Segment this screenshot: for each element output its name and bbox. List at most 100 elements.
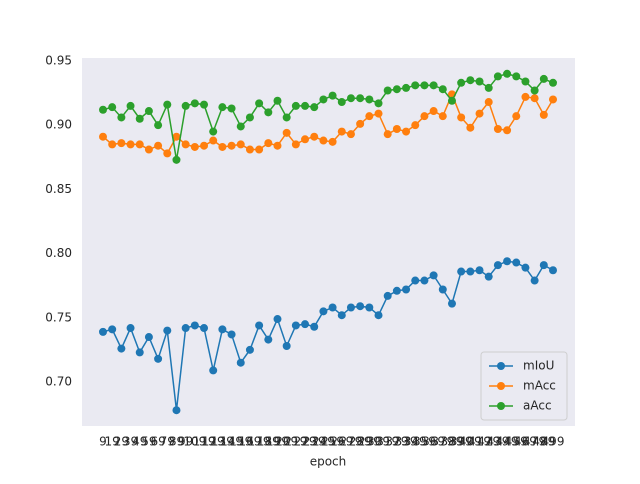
point xyxy=(135,348,144,357)
legend-marker xyxy=(497,382,505,390)
point xyxy=(282,128,291,137)
point xyxy=(282,113,291,122)
point xyxy=(521,263,530,272)
point xyxy=(392,85,401,94)
x-tick-label: 469 xyxy=(514,435,537,449)
x-tick-label: 189 xyxy=(257,435,280,449)
point xyxy=(190,321,199,330)
point xyxy=(200,141,209,150)
point xyxy=(264,108,273,117)
point xyxy=(328,91,337,100)
x-tick-label: 49 xyxy=(132,435,147,449)
x-tick-label: 199 xyxy=(266,435,289,449)
point xyxy=(493,72,502,81)
point xyxy=(365,303,374,312)
point xyxy=(227,330,236,339)
point xyxy=(356,94,365,103)
point xyxy=(346,130,355,139)
point xyxy=(319,136,328,145)
point xyxy=(521,92,530,101)
point xyxy=(346,303,355,312)
x-tick-label: 439 xyxy=(486,435,509,449)
point xyxy=(337,98,346,107)
point xyxy=(356,119,365,128)
x-tick-label: 479 xyxy=(523,435,546,449)
x-tick-label: 229 xyxy=(294,435,317,449)
point xyxy=(484,83,493,92)
point xyxy=(402,127,411,136)
x-tick-label: 39 xyxy=(123,435,138,449)
point xyxy=(200,324,209,333)
point xyxy=(503,69,512,78)
point xyxy=(374,99,383,108)
x-tick-label: 349 xyxy=(404,435,427,449)
point xyxy=(108,325,117,334)
point xyxy=(163,100,172,109)
point xyxy=(108,103,117,112)
point xyxy=(429,81,438,90)
point xyxy=(144,107,153,116)
point xyxy=(99,132,107,141)
point xyxy=(457,267,466,276)
point xyxy=(245,113,254,122)
x-tick-label: 299 xyxy=(358,435,381,449)
point xyxy=(200,100,209,109)
point xyxy=(429,107,438,116)
point xyxy=(273,141,282,150)
point xyxy=(264,139,273,148)
point xyxy=(503,257,512,266)
x-tick-label: 379 xyxy=(431,435,454,449)
point xyxy=(503,126,512,135)
x-tick-label: 319 xyxy=(376,435,399,449)
point xyxy=(163,149,172,158)
point xyxy=(475,266,484,275)
x-tick-label: 449 xyxy=(496,435,519,449)
point xyxy=(236,140,245,149)
point xyxy=(411,276,420,285)
point xyxy=(291,140,300,149)
x-tick-label: 419 xyxy=(468,435,491,449)
y-tick-label: 0.85 xyxy=(45,182,72,196)
point xyxy=(227,141,236,150)
point xyxy=(429,271,438,280)
point xyxy=(126,324,135,333)
x-tick-label: 309 xyxy=(367,435,390,449)
legend-label: mAcc xyxy=(523,379,556,393)
point xyxy=(255,321,264,330)
point xyxy=(411,121,420,130)
x-tick-label: 79 xyxy=(160,435,175,449)
point xyxy=(273,315,282,324)
point xyxy=(144,333,153,342)
x-tick-label: 129 xyxy=(202,435,225,449)
point xyxy=(475,109,484,118)
point xyxy=(172,132,181,141)
point xyxy=(374,311,383,320)
point xyxy=(273,96,282,105)
point xyxy=(392,125,401,134)
point xyxy=(549,95,557,104)
x-tick-label: 19 xyxy=(105,435,120,449)
point xyxy=(310,103,319,112)
point xyxy=(484,272,493,281)
x-tick-label: 279 xyxy=(340,435,363,449)
point xyxy=(135,114,144,123)
point xyxy=(337,311,346,320)
point xyxy=(117,344,126,353)
point xyxy=(99,327,107,336)
x-tick-label: 89 xyxy=(169,435,184,449)
point xyxy=(181,140,190,149)
x-tick-label: 329 xyxy=(385,435,408,449)
point xyxy=(227,104,236,113)
point xyxy=(209,127,218,136)
x-tick-label: 169 xyxy=(238,435,261,449)
x-tick-label: 489 xyxy=(532,435,555,449)
point xyxy=(337,127,346,136)
point xyxy=(420,81,429,90)
point xyxy=(291,101,300,110)
point xyxy=(218,142,227,151)
point xyxy=(493,125,502,134)
x-tick-label: 359 xyxy=(413,435,436,449)
point xyxy=(154,354,163,363)
point xyxy=(218,325,227,334)
